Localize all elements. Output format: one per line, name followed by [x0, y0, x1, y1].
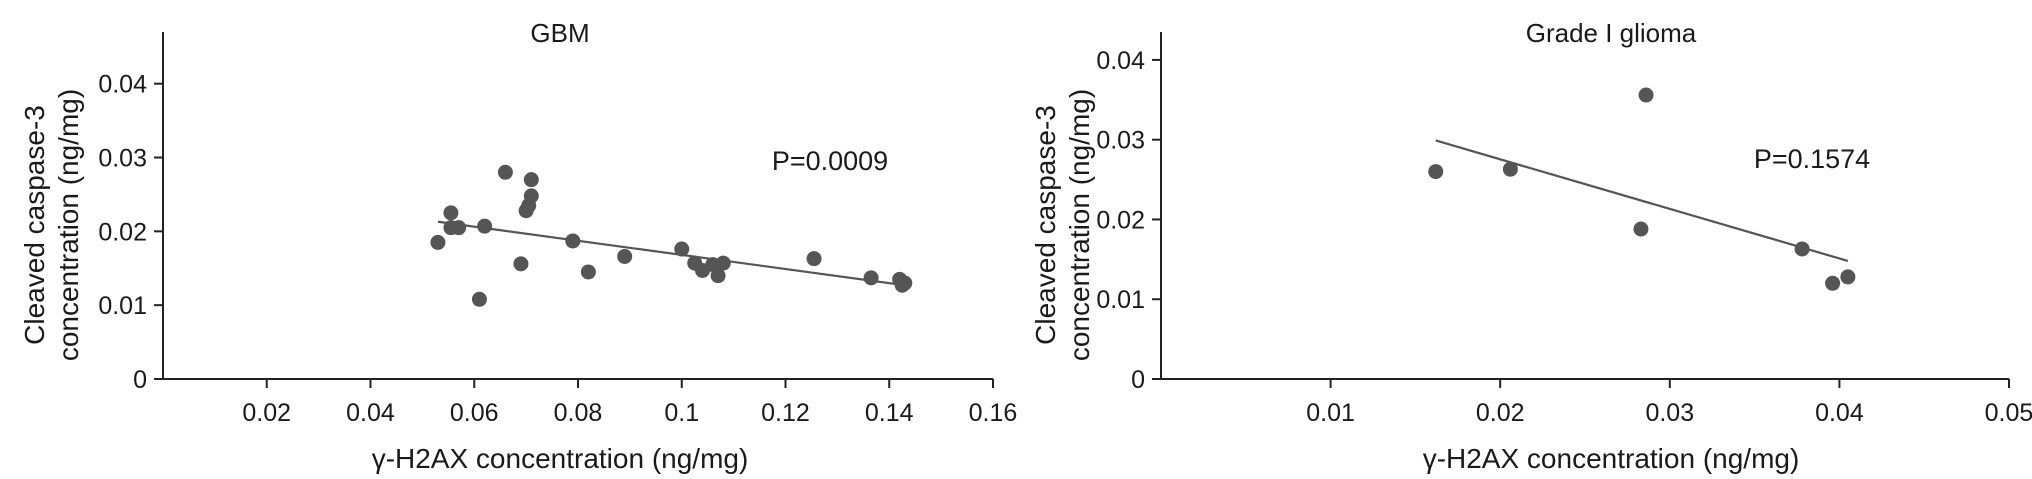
- data-point: [523, 188, 539, 204]
- x-tick-label: 0.1: [664, 399, 699, 427]
- x-axis-label: γ-H2AX concentration (ng/mg): [372, 443, 749, 474]
- data-point: [477, 218, 493, 234]
- x-tick-label: 0.01: [1306, 399, 1355, 427]
- x-tick-label: 0.05: [1985, 399, 2032, 427]
- data-point: [1428, 164, 1444, 180]
- y-axis-label: Cleaved caspase-3 concentration (ng/mg): [1030, 89, 1095, 361]
- data-point: [710, 268, 726, 284]
- data-point: [471, 291, 487, 307]
- y-tick-label: 0.03: [1096, 127, 1145, 155]
- y-axis-label-line-2: concentration (ng/mg): [1064, 89, 1095, 361]
- x-tick-label: 0.04: [346, 399, 395, 427]
- data-point: [430, 234, 446, 250]
- data-point: [1825, 275, 1841, 291]
- x-tick-label: 0.16: [969, 399, 1018, 427]
- data-point: [1502, 161, 1518, 177]
- data-point: [451, 220, 467, 236]
- x-tick-label: 0.02: [242, 399, 291, 427]
- axes: 0 0.01 0.02 0.03 0.04 0.01 0.02 0.03 0.04 0.05: [1096, 32, 2032, 427]
- trendline: [1435, 139, 1849, 262]
- data-points: [1428, 87, 1856, 291]
- y-tick-label: 0.01: [1096, 286, 1145, 314]
- x-tick-label: 0.03: [1645, 399, 1694, 427]
- data-point: [863, 270, 879, 286]
- data-point: [674, 241, 690, 257]
- x-tick-label: 0.08: [554, 399, 603, 427]
- y-tick-label: 0: [1131, 366, 1145, 394]
- grade-i-glioma-chart: Grade I glioma 0 0.01 0.02 0.03 0.04 0.01 0.02…: [1030, 18, 2032, 474]
- data-point: [497, 164, 513, 180]
- p-value-annotation: P=0.1574: [1754, 144, 1870, 174]
- x-tick-label: 0.12: [761, 399, 810, 427]
- y-tick-label: 0.01: [98, 292, 147, 320]
- trendline: [1435, 139, 1849, 262]
- data-point: [1638, 87, 1654, 103]
- y-tick-label: 0.02: [98, 218, 147, 246]
- data-point: [715, 255, 731, 271]
- data-point: [580, 264, 596, 280]
- data-point: [1794, 241, 1810, 257]
- data-point: [443, 205, 459, 221]
- chart-title: GBM: [530, 18, 589, 48]
- axes: 0 0.01 0.02 0.03 0.04 0.02 0.04 0.06 0.08 0.1 0.12…: [98, 32, 1017, 427]
- y-tick-label: 0: [133, 366, 147, 394]
- data-point: [806, 251, 822, 267]
- y-axis-label: Cleaved caspase-3 concentration (ng/mg): [19, 89, 84, 361]
- data-point: [897, 275, 913, 291]
- data-point: [565, 233, 581, 249]
- y-tick-label: 0.03: [98, 145, 147, 173]
- data-point: [1633, 221, 1649, 237]
- p-value-annotation: P=0.0009: [772, 146, 888, 176]
- y-axis-label-line-1: Cleaved caspase-3: [1030, 105, 1061, 345]
- data-point: [513, 256, 529, 272]
- chart-title: Grade I glioma: [1526, 18, 1697, 48]
- y-tick-label: 0.04: [1096, 47, 1145, 75]
- y-tick-label: 0.02: [1096, 206, 1145, 234]
- x-tick-label: 0.14: [865, 399, 914, 427]
- y-axis-label-line-2: concentration (ng/mg): [53, 89, 84, 361]
- y-axis-label-line-1: Cleaved caspase-3: [19, 105, 50, 345]
- trendline: [437, 220, 905, 287]
- x-axis-label: γ-H2AX concentration (ng/mg): [1423, 443, 1800, 474]
- trendline: [437, 220, 905, 287]
- x-tick-label: 0.02: [1476, 399, 1525, 427]
- x-tick-label: 0.06: [450, 399, 499, 427]
- data-point: [523, 172, 539, 188]
- y-tick-label: 0.04: [98, 71, 147, 99]
- gbm-chart: GBM 0 0.01 0.02 0.03 0.04 0.02 0.04 0.06 0.08 0.1…: [19, 18, 1017, 474]
- data-points: [430, 164, 913, 307]
- data-point: [617, 248, 633, 264]
- x-tick-label: 0.04: [1815, 399, 1864, 427]
- data-point: [1840, 269, 1856, 285]
